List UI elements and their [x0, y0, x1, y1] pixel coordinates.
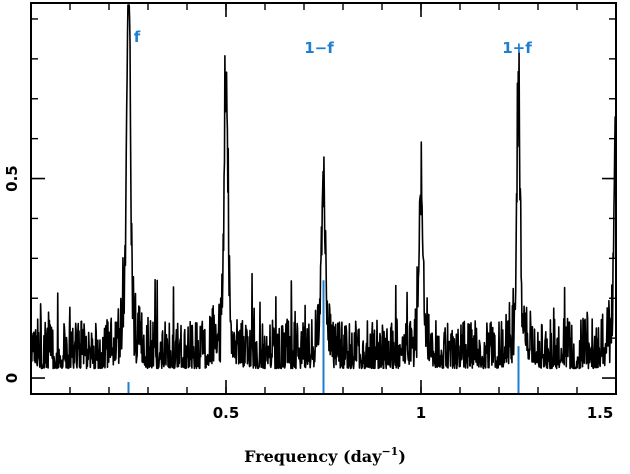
x-tick-label: 1	[416, 404, 426, 422]
peak-point-2	[322, 205, 325, 208]
plot-layer: f 1−f 1+f	[30, 4, 617, 394]
peak-point-3	[420, 213, 422, 216]
y-tick-label: 0	[3, 373, 21, 383]
axes-layer: 0.5 1 1.5 0 0.5	[3, 2, 617, 422]
y-tick-label: 0.5	[3, 165, 21, 192]
annotation-label-0: f	[134, 28, 141, 46]
x-tick-label: 1.5	[587, 404, 614, 422]
annotation-label-1: 1−f	[304, 39, 334, 57]
plot-frame	[30, 2, 617, 395]
peak-point-0	[127, 6, 130, 8]
x-tick-label: 0.5	[213, 404, 240, 422]
peak-point-4	[517, 133, 520, 136]
annotation-label-2: 1+f	[502, 39, 532, 57]
x-axis-title: Frequency (day−1)	[244, 445, 406, 466]
peak-point-1	[225, 89, 227, 92]
